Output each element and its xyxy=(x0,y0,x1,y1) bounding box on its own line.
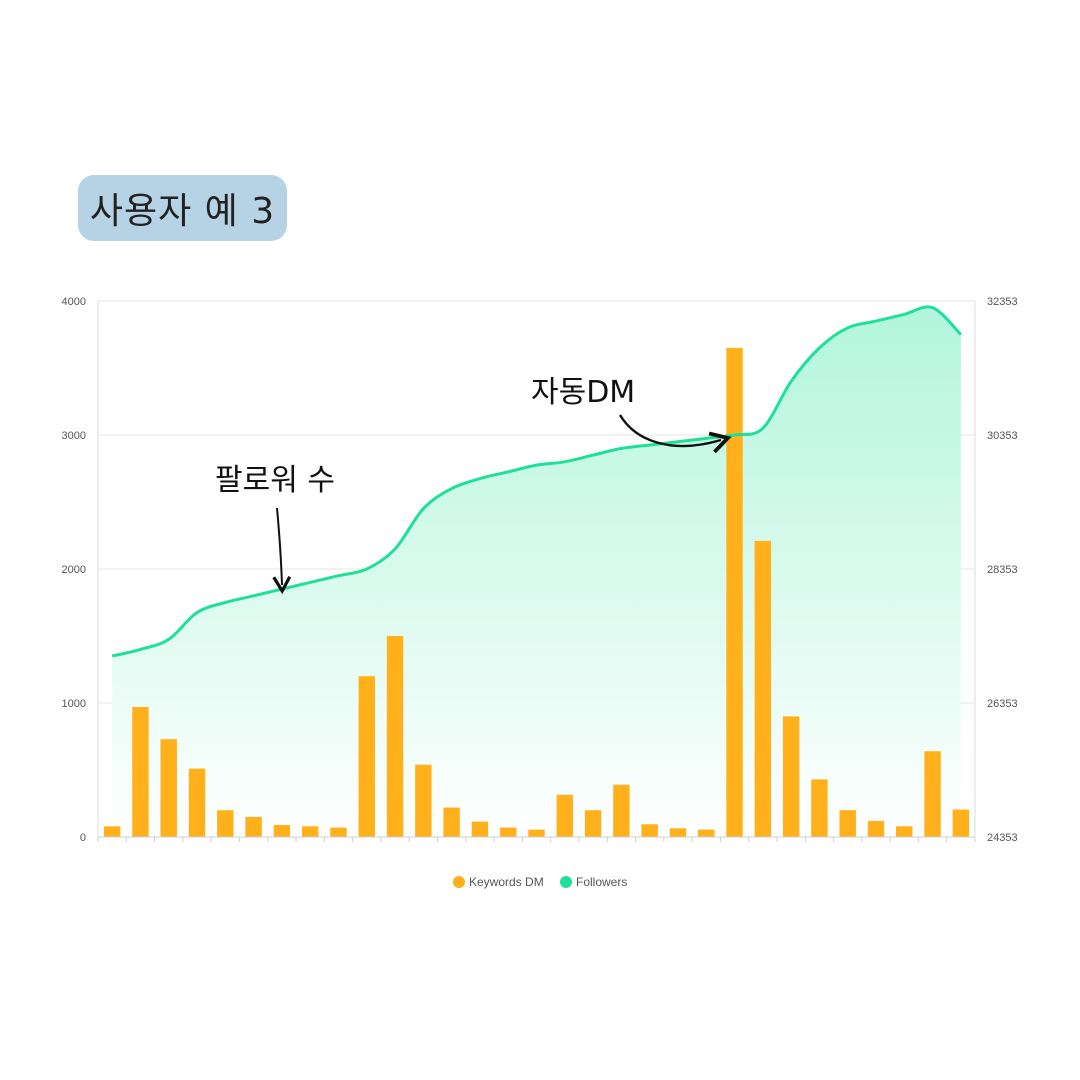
legend: Keywords DM Followers xyxy=(453,875,627,889)
bar xyxy=(273,824,291,837)
annotation-auto-dm: 자동DM xyxy=(531,375,635,410)
right-tick-label: 28353 xyxy=(987,564,1018,576)
left-tick-label: 1000 xyxy=(62,698,86,710)
bar xyxy=(386,636,404,837)
axis-layer: 0 1000 2000 3000 4000 24353 26353 28353 30353 323… xyxy=(62,296,1018,844)
bar xyxy=(415,764,432,837)
annotation-followers-arrow xyxy=(272,507,292,595)
followers-line-layer xyxy=(111,305,962,658)
bar xyxy=(528,829,545,837)
followers-area-layer xyxy=(112,306,961,838)
bar xyxy=(500,827,517,837)
bar xyxy=(217,810,234,837)
bar xyxy=(952,809,970,837)
followers-area xyxy=(112,306,961,838)
bar xyxy=(132,707,149,837)
legend-swatch-followers xyxy=(560,876,572,888)
legend-label-keywords-dm: Keywords DM xyxy=(469,875,544,889)
right-tick-label: 30353 xyxy=(987,430,1018,442)
bar xyxy=(443,807,460,837)
bar xyxy=(188,768,206,837)
title-badge: 사용자 예 3 xyxy=(78,175,287,241)
bar xyxy=(896,826,913,837)
annotation-layer: 팔로워 수 자동DM xyxy=(215,375,732,595)
bar xyxy=(641,824,658,837)
bar xyxy=(726,347,743,837)
bar xyxy=(103,826,121,837)
bar xyxy=(698,829,715,837)
bar xyxy=(754,540,772,837)
right-tick-label: 26353 xyxy=(987,698,1018,710)
annotation-followers: 팔로워 수 xyxy=(215,463,335,498)
left-tick-label: 0 xyxy=(80,832,86,844)
bar xyxy=(556,794,573,837)
bar xyxy=(669,828,687,837)
bar xyxy=(811,779,828,837)
right-tick-label: 24353 xyxy=(987,832,1018,844)
title-badge-label: 사용자 예 3 xyxy=(89,191,276,232)
bar xyxy=(584,810,602,837)
followers-line xyxy=(111,305,962,658)
bar xyxy=(358,676,375,837)
bar xyxy=(924,751,941,837)
legend-label-followers: Followers xyxy=(576,875,627,889)
bar xyxy=(471,821,489,837)
bar xyxy=(330,827,347,837)
legend-swatch-keywords-dm xyxy=(453,876,465,888)
bar xyxy=(613,784,630,837)
bar xyxy=(839,810,856,837)
bar xyxy=(160,739,177,837)
left-tick-label: 2000 xyxy=(62,564,86,576)
bar xyxy=(782,716,800,837)
bar xyxy=(867,820,885,837)
bar xyxy=(245,816,262,837)
right-tick-label: 32353 xyxy=(987,296,1018,308)
annotation-auto-dm-arrow xyxy=(618,414,732,454)
keywords-dm-bar-layer xyxy=(103,347,970,837)
left-tick-label: 3000 xyxy=(62,430,86,442)
bar xyxy=(301,826,319,837)
left-tick-label: 4000 xyxy=(62,296,86,308)
